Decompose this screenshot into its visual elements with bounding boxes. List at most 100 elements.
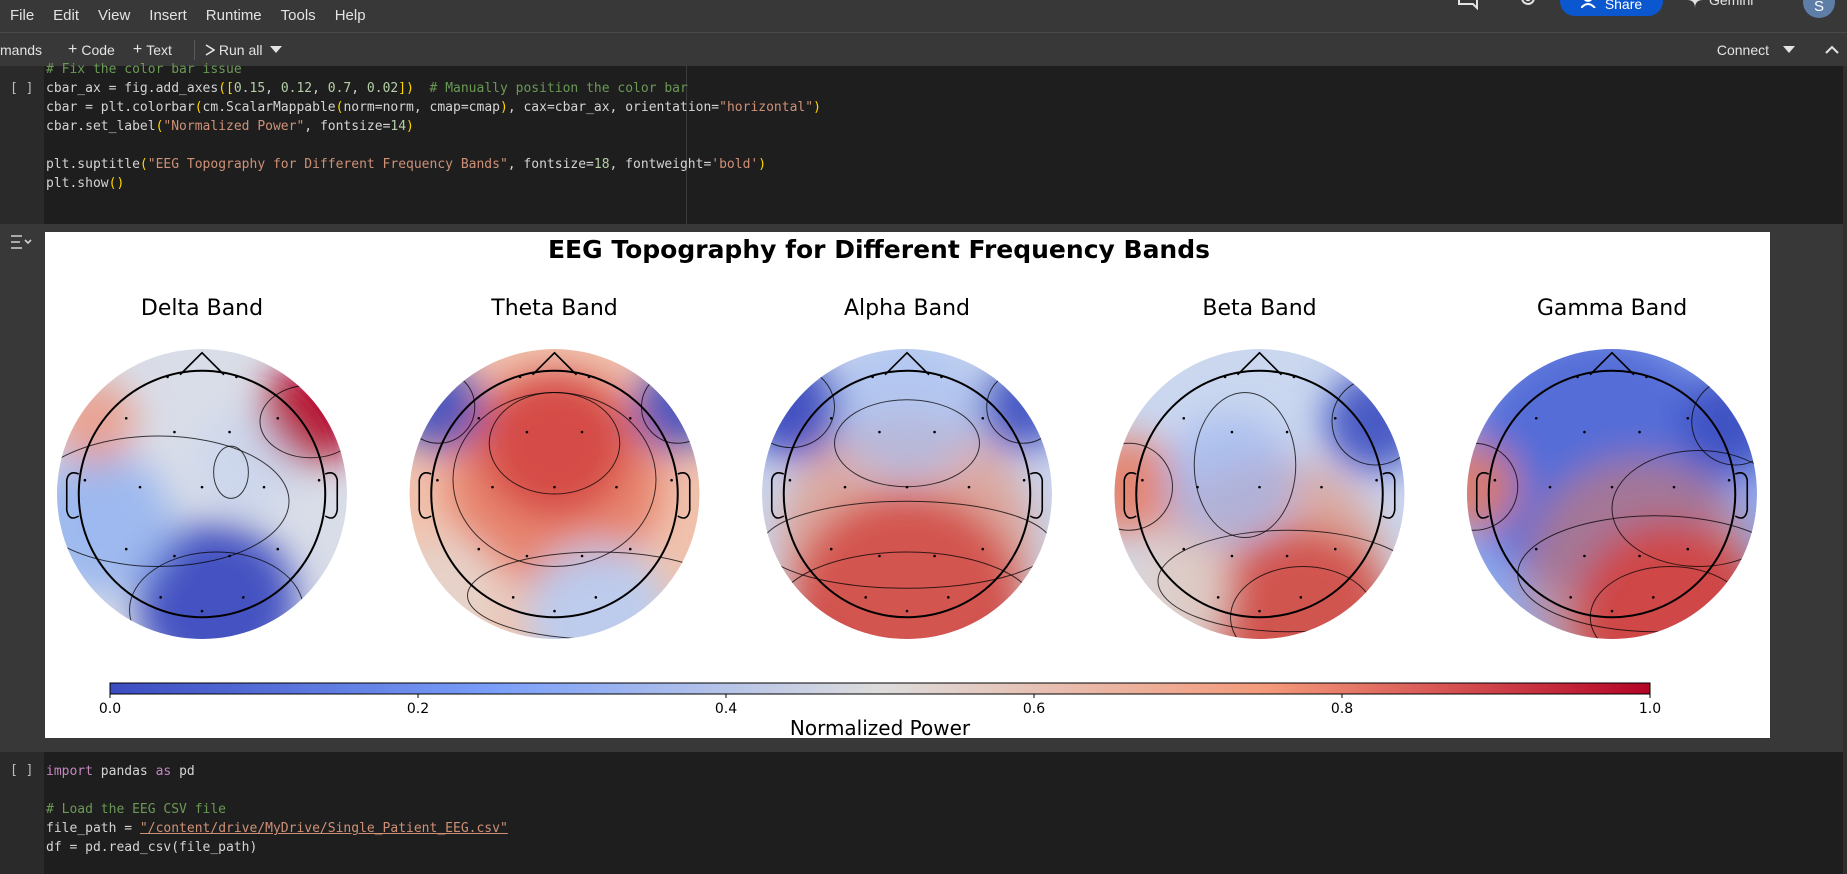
code-cell[interactable]: [ ] # Fix the color bar issue cbar_ax = … bbox=[0, 62, 1843, 224]
code-editor[interactable]: # Fix the color bar issue cbar_ax = fig.… bbox=[46, 60, 821, 193]
ear-left-outline bbox=[770, 472, 785, 519]
colorbar-tick-label: 0.8 bbox=[1331, 701, 1353, 717]
code-cell[interactable]: [ ] import pandas as pd # Load the EEG C… bbox=[0, 752, 1843, 874]
person-add-icon bbox=[1580, 0, 1596, 8]
panel-title: Delta Band bbox=[141, 296, 263, 321]
electrode-marker bbox=[1672, 485, 1676, 489]
electrode-marker bbox=[670, 478, 673, 482]
share-button[interactable]: Share bbox=[1560, 0, 1663, 16]
run-all-dropdown[interactable] bbox=[270, 45, 283, 54]
menu-tools[interactable]: Tools bbox=[280, 7, 316, 24]
electrode-marker bbox=[159, 596, 162, 599]
electrode-marker bbox=[1583, 430, 1586, 434]
electrode-marker bbox=[1230, 554, 1234, 558]
avatar[interactable]: S bbox=[1803, 0, 1835, 18]
gemini-button[interactable]: Gemini bbox=[1687, 0, 1753, 10]
run-cell-button[interactable]: [ ] bbox=[10, 81, 34, 96]
commands-button[interactable]: mands bbox=[0, 41, 43, 58]
topo-panel-delta: Delta Band bbox=[57, 296, 347, 639]
electrode-marker bbox=[200, 609, 204, 613]
electrode-marker bbox=[905, 609, 909, 613]
electrode-marker bbox=[1320, 485, 1323, 489]
menu-insert[interactable]: Insert bbox=[149, 7, 187, 24]
electrode-marker bbox=[1285, 430, 1289, 434]
ear-left-outline bbox=[1123, 472, 1137, 519]
electrode-marker bbox=[138, 485, 142, 489]
chevron-down-icon bbox=[1783, 46, 1795, 53]
head-outline bbox=[782, 369, 1032, 619]
chevron-down-icon bbox=[270, 45, 283, 53]
chevron-up-icon bbox=[1825, 45, 1839, 54]
code-line-4: file_path = "/content/drive/MyDrive/Sing… bbox=[46, 821, 508, 836]
electrode-marker bbox=[477, 416, 481, 420]
electrode-marker bbox=[1182, 547, 1186, 551]
menu-bar: File Edit View Insert Runtime Tools Help… bbox=[0, 0, 1847, 32]
add-text-button[interactable]: + Text bbox=[133, 41, 172, 59]
electrode-marker bbox=[228, 430, 231, 434]
electrode-marker bbox=[1548, 485, 1552, 489]
code-editor[interactable]: import pandas as pd # Load the EEG CSV f… bbox=[46, 762, 508, 857]
electrode-marker bbox=[276, 547, 280, 551]
colorbar-tick-label: 0.4 bbox=[715, 701, 737, 717]
contour-line bbox=[467, 551, 700, 639]
plus-icon: + bbox=[132, 40, 143, 58]
nose-outline bbox=[531, 351, 578, 376]
gemini-spark-icon bbox=[1687, 0, 1703, 8]
electrode-marker bbox=[788, 478, 792, 482]
run-all-button[interactable]: Run all bbox=[205, 42, 262, 58]
electrode-marker bbox=[1258, 609, 1261, 613]
electrode-marker bbox=[1569, 596, 1572, 599]
add-code-label: Code bbox=[81, 41, 115, 58]
head-outline bbox=[77, 369, 327, 619]
electrode-marker bbox=[276, 416, 280, 420]
gear-icon[interactable] bbox=[1517, 0, 1539, 15]
electrode-marker bbox=[436, 478, 439, 482]
menu-help[interactable]: Help bbox=[334, 7, 366, 24]
ear-right-outline bbox=[1734, 472, 1749, 519]
ear-left-outline bbox=[1475, 472, 1490, 519]
electrode-marker bbox=[491, 485, 494, 489]
menu-file[interactable]: File bbox=[10, 7, 35, 24]
panel-title: Gamma Band bbox=[1537, 296, 1687, 321]
topo-map bbox=[1467, 349, 1757, 639]
electrode-marker bbox=[262, 485, 266, 489]
code-line-2: cbar_ax = fig.add_axes([0.15, 0.12, 0.7,… bbox=[46, 81, 688, 96]
nose-outline bbox=[179, 351, 225, 376]
add-text-label: Text bbox=[146, 41, 172, 58]
contour-line bbox=[1114, 442, 1173, 531]
colorbar-tick-label: 0.0 bbox=[99, 701, 121, 717]
electrode-marker bbox=[1216, 596, 1220, 599]
electrode-marker bbox=[981, 416, 985, 420]
toolbar-divider bbox=[193, 39, 195, 60]
electrode-marker bbox=[1141, 478, 1144, 482]
electrode-marker bbox=[1230, 430, 1234, 434]
menu-runtime[interactable]: Runtime bbox=[205, 7, 262, 24]
electrode-marker bbox=[829, 547, 833, 551]
scrollbar[interactable] bbox=[1843, 66, 1847, 874]
code-line-7: plt.show() bbox=[46, 176, 125, 191]
comment-icon[interactable] bbox=[1457, 0, 1479, 15]
ear-right-outline bbox=[324, 472, 339, 519]
menu-view[interactable]: View bbox=[98, 7, 131, 24]
electrode-marker bbox=[1182, 416, 1186, 420]
plus-icon: + bbox=[68, 40, 78, 58]
run-cell-button[interactable]: [ ] bbox=[10, 763, 34, 778]
electrode-marker bbox=[1727, 478, 1731, 482]
electrode-marker bbox=[525, 430, 529, 434]
share-label: Share bbox=[1604, 0, 1643, 12]
connect-dropdown[interactable] bbox=[1783, 41, 1795, 59]
connect-button[interactable]: Connect bbox=[1716, 42, 1769, 58]
electrode-marker bbox=[1493, 478, 1497, 482]
electrode-marker bbox=[829, 416, 833, 420]
collapse-toolbar-button[interactable] bbox=[1825, 41, 1839, 59]
panel-title: Alpha Band bbox=[844, 296, 970, 321]
electrode-marker bbox=[317, 478, 321, 482]
colorbar-tick-label: 0.6 bbox=[1023, 701, 1045, 717]
play-icon bbox=[205, 43, 215, 56]
menu-edit[interactable]: Edit bbox=[53, 7, 80, 24]
cell-output: EEG Topography for Different Frequency B… bbox=[0, 224, 1843, 750]
contour-line bbox=[452, 392, 657, 567]
electrode-marker bbox=[553, 609, 556, 613]
output-options-icon[interactable] bbox=[10, 234, 32, 255]
add-code-button[interactable]: + Code bbox=[68, 41, 115, 59]
